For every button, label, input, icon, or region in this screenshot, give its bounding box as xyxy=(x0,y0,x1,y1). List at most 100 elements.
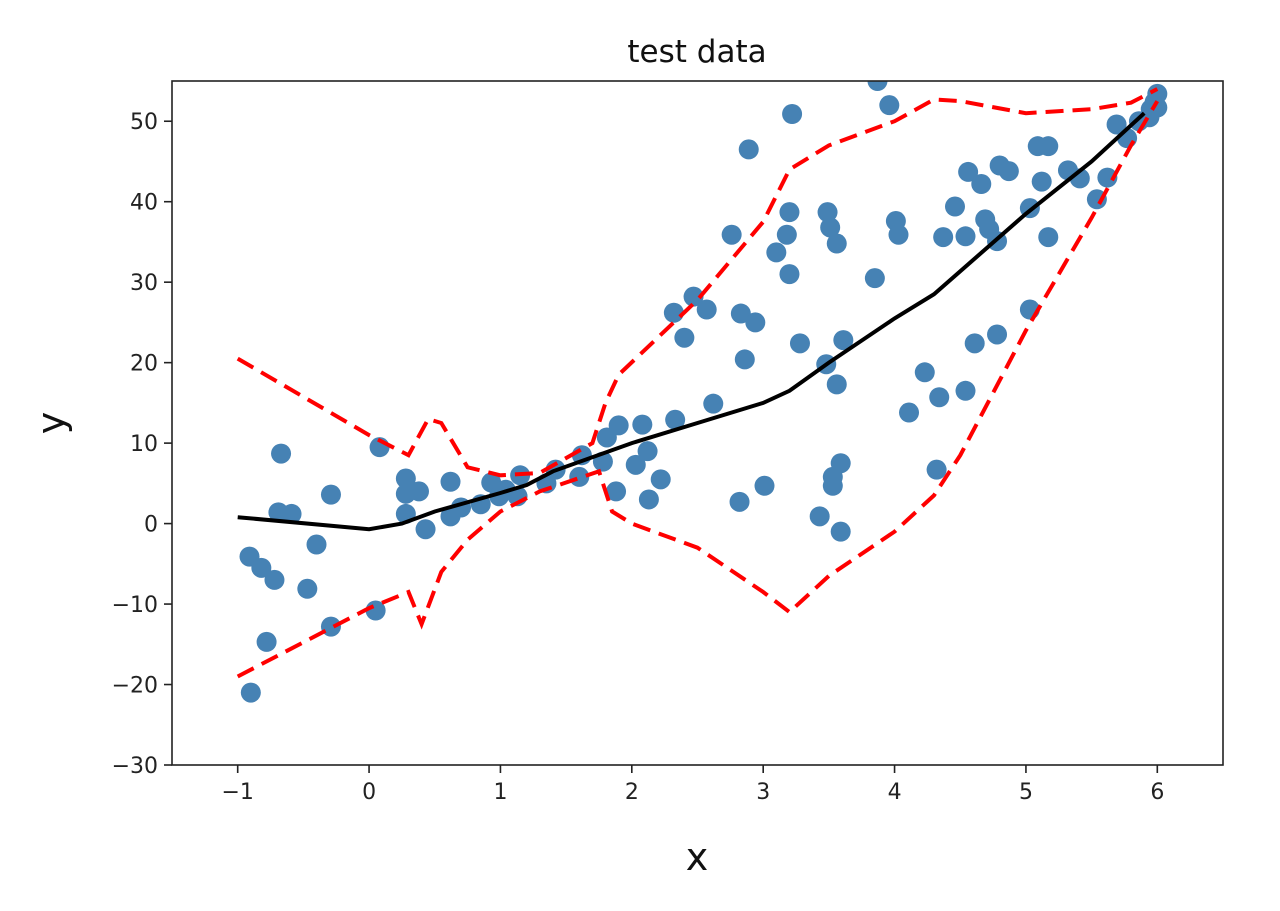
y-tick-label: 20 xyxy=(130,352,158,377)
data-point xyxy=(779,264,800,285)
data-point xyxy=(729,491,750,512)
data-point xyxy=(663,302,684,323)
data-point xyxy=(734,349,755,370)
data-point xyxy=(754,475,775,496)
data-point xyxy=(408,481,429,502)
data-point xyxy=(256,631,277,652)
data-point xyxy=(987,324,1008,345)
data-point xyxy=(1038,227,1059,248)
data-point xyxy=(955,380,976,401)
data-point xyxy=(776,224,797,245)
x-tick-label: 6 xyxy=(1150,780,1164,805)
y-tick-label: −10 xyxy=(112,593,158,618)
data-point xyxy=(608,415,629,436)
data-point xyxy=(809,506,830,527)
data-point xyxy=(440,471,461,492)
data-point xyxy=(240,682,261,703)
data-point xyxy=(830,521,851,542)
data-point xyxy=(899,402,920,423)
y-tick-label: 40 xyxy=(130,191,158,216)
data-point xyxy=(1147,97,1168,118)
data-point xyxy=(1086,189,1107,210)
data-point xyxy=(696,299,717,320)
data-point xyxy=(306,534,327,555)
y-axis-label: y xyxy=(29,412,73,435)
data-point xyxy=(817,202,838,223)
data-point xyxy=(1147,83,1168,104)
upper-bound-line xyxy=(236,87,1159,478)
y-tick-label: 50 xyxy=(130,110,158,135)
data-point xyxy=(721,224,742,245)
data-point xyxy=(665,409,686,430)
data-point xyxy=(820,217,841,238)
x-tick-label: −1 xyxy=(221,780,253,805)
data-point xyxy=(766,242,787,263)
data-point xyxy=(888,224,909,245)
data-point xyxy=(867,81,888,91)
data-point xyxy=(958,161,979,182)
data-point xyxy=(251,557,272,578)
data-point xyxy=(625,454,646,475)
x-tick-label: 0 xyxy=(362,780,376,805)
data-point xyxy=(926,459,947,480)
y-tick-label: −30 xyxy=(112,754,158,779)
data-point xyxy=(879,95,900,116)
data-point xyxy=(683,286,704,307)
data-point xyxy=(779,202,800,223)
data-point xyxy=(637,441,658,462)
data-point xyxy=(271,443,292,464)
data-point xyxy=(264,569,285,590)
data-point xyxy=(789,333,810,354)
data-point xyxy=(1106,114,1127,135)
x-tick-label: 3 xyxy=(756,780,770,805)
chart-title: test data xyxy=(627,34,766,70)
data-point xyxy=(320,616,341,637)
data-point xyxy=(569,466,590,487)
y-tick-label: 0 xyxy=(144,513,158,538)
x-tick-label: 5 xyxy=(1019,780,1033,805)
data-point xyxy=(297,578,318,599)
data-point xyxy=(830,453,851,474)
data-point xyxy=(944,196,965,217)
y-tick-label: 30 xyxy=(130,271,158,296)
data-point xyxy=(415,519,436,540)
data-point xyxy=(738,139,759,160)
data-point xyxy=(964,333,985,354)
data-point xyxy=(933,227,954,248)
data-point xyxy=(914,362,935,383)
data-point xyxy=(281,503,302,524)
data-point xyxy=(1097,167,1118,188)
data-point xyxy=(606,481,627,502)
lower-bound-line xyxy=(236,100,1160,679)
data-point xyxy=(929,387,950,408)
data-point xyxy=(730,303,751,324)
data-point xyxy=(638,489,659,510)
data-point xyxy=(703,393,724,414)
data-point xyxy=(864,268,885,289)
data-point xyxy=(782,103,803,124)
x-tick-label: 4 xyxy=(888,780,902,805)
x-tick-label: 2 xyxy=(625,780,639,805)
data-point xyxy=(395,468,416,489)
data-point xyxy=(998,161,1019,182)
data-point xyxy=(826,233,847,254)
data-point xyxy=(650,469,671,490)
data-point xyxy=(971,174,992,195)
x-axis-label: x xyxy=(686,835,709,879)
y-tick-label: −20 xyxy=(112,674,158,699)
data-point xyxy=(833,330,854,351)
data-point xyxy=(822,475,843,496)
y-tick-label: 10 xyxy=(130,432,158,457)
data-point xyxy=(1031,171,1052,192)
data-point xyxy=(320,484,341,505)
data-point xyxy=(1038,136,1059,157)
data-point xyxy=(674,327,695,348)
x-tick-label: 1 xyxy=(493,780,507,805)
fit-line xyxy=(237,111,1146,532)
data-point xyxy=(826,374,847,395)
plot-frame xyxy=(171,80,1224,766)
data-point xyxy=(632,414,653,435)
data-point xyxy=(745,312,766,333)
